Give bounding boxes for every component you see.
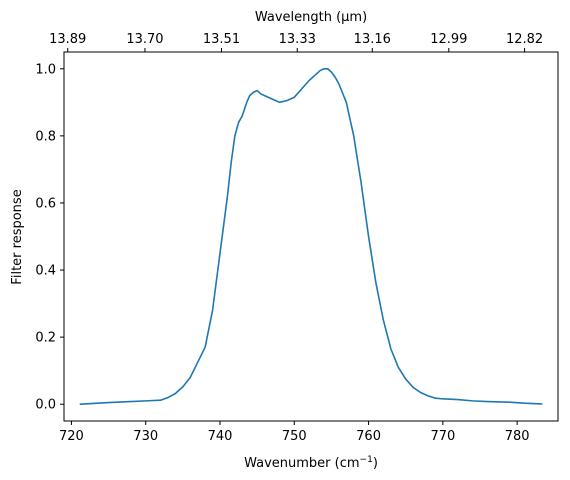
top-axis-title: Wavelength (μm) [255,10,367,25]
top-tick-label: 12.99 [430,32,467,47]
x-tick-label: 740 [208,429,233,444]
top-tick-label: 12.82 [506,32,543,47]
x-tick-label: 780 [505,429,530,444]
x-tick-label: 720 [59,429,84,444]
y-tick-label: 0.0 [35,398,56,413]
y-axis-title: Filter response [10,189,25,284]
tick-layer: 720 730 740 750 760 770 780 13.89 13.70 13.51 13.3… [35,32,543,444]
top-tick-label: 13.51 [203,32,240,47]
series-layer [79,67,543,406]
x-axis-title: Wavenumber (cm−1) [244,455,378,471]
series-line [79,67,543,406]
top-tick-label: 13.16 [354,32,391,47]
y-tick-label: 1.0 [35,62,56,77]
plot-frame [63,51,559,422]
top-tick-label: 13.70 [126,32,163,47]
y-tick-label: 0.4 [35,264,56,279]
x-tick-label: 730 [133,429,158,444]
y-tick-label: 0.2 [35,331,56,346]
y-tick-label: 0.8 [35,129,56,144]
x-tick-label: 760 [356,429,381,444]
y-tick-label: 0.6 [35,196,56,211]
top-tick-label: 13.89 [49,32,86,47]
x-tick-label: 770 [430,429,455,444]
x-tick-label: 750 [282,429,307,444]
top-tick-label: 13.33 [279,32,316,47]
